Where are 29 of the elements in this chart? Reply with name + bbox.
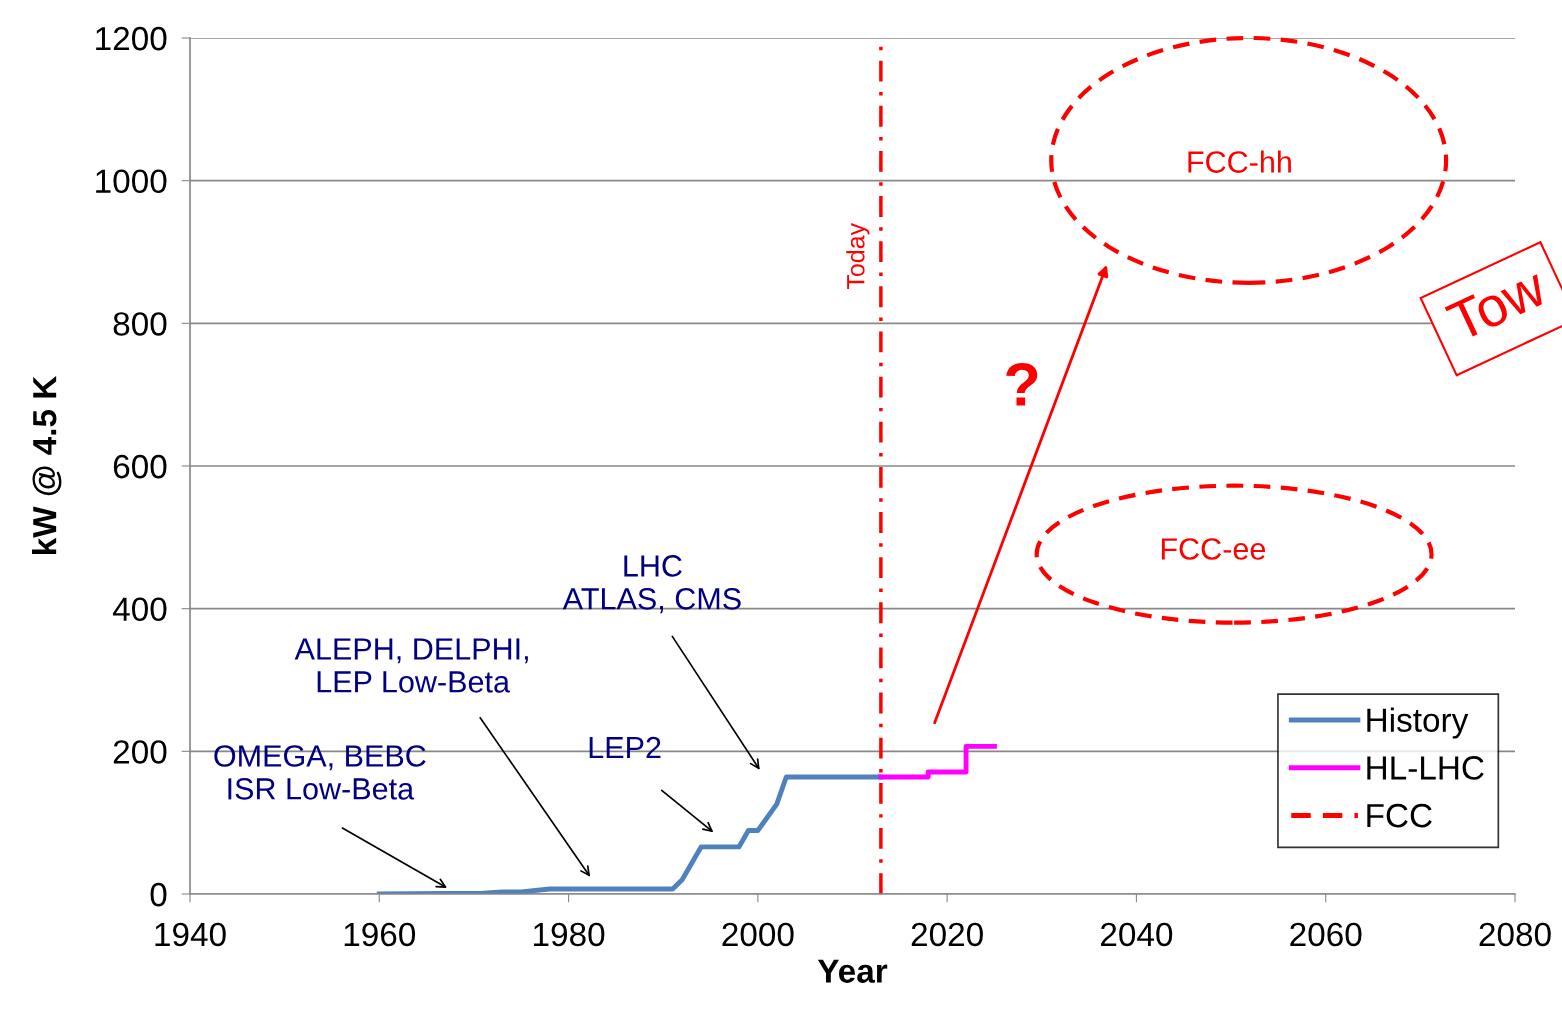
annotation: FCC-hh (1188, 150, 1291, 173)
annotation: LHC ATLAS, CMS (562, 555, 741, 614)
annotation: OMEGA, BEBC ISR Low-Beta (214, 745, 426, 800)
x-tick-label: 2040 (1101, 922, 1173, 947)
y-tick-label: 1000 (96, 169, 167, 194)
legend-label: HL-LHC (1367, 756, 1484, 780)
y-tick-label: 600 (113, 454, 167, 479)
x-axis-title: Year (817, 959, 888, 983)
annotation: FCC-ee (1161, 538, 1266, 560)
y-tick-label: 200 (113, 740, 167, 764)
y-tick-label: 0 (150, 882, 167, 907)
x-tick-label: 2060 (1290, 922, 1362, 947)
y-tick-label: 1200 (96, 26, 167, 51)
annotation: LEP2 (589, 736, 661, 759)
x-tick-label: 2020 (911, 922, 983, 947)
x-tick-label: 1940 (155, 922, 226, 947)
y-tick-label: 800 (113, 312, 167, 336)
legend-label: FCC (1367, 803, 1432, 828)
y-tick-label: 400 (112, 597, 167, 622)
annotation: ALEPH, DELPHI, LEP Low-Beta (294, 638, 528, 693)
legend-label: History (1367, 707, 1469, 739)
x-tick-label: 1960 (344, 922, 416, 947)
x-tick-label: 2080 (1479, 922, 1551, 947)
x-tick-label: 2000 (722, 922, 794, 947)
ref-line-label: Today (846, 222, 870, 290)
annotation: Tow (1444, 266, 1550, 343)
annotation: ? (1006, 362, 1038, 406)
y-axis-title: kW @ 4.5 K (32, 375, 62, 555)
x-tick-label: 1980 (534, 922, 605, 947)
